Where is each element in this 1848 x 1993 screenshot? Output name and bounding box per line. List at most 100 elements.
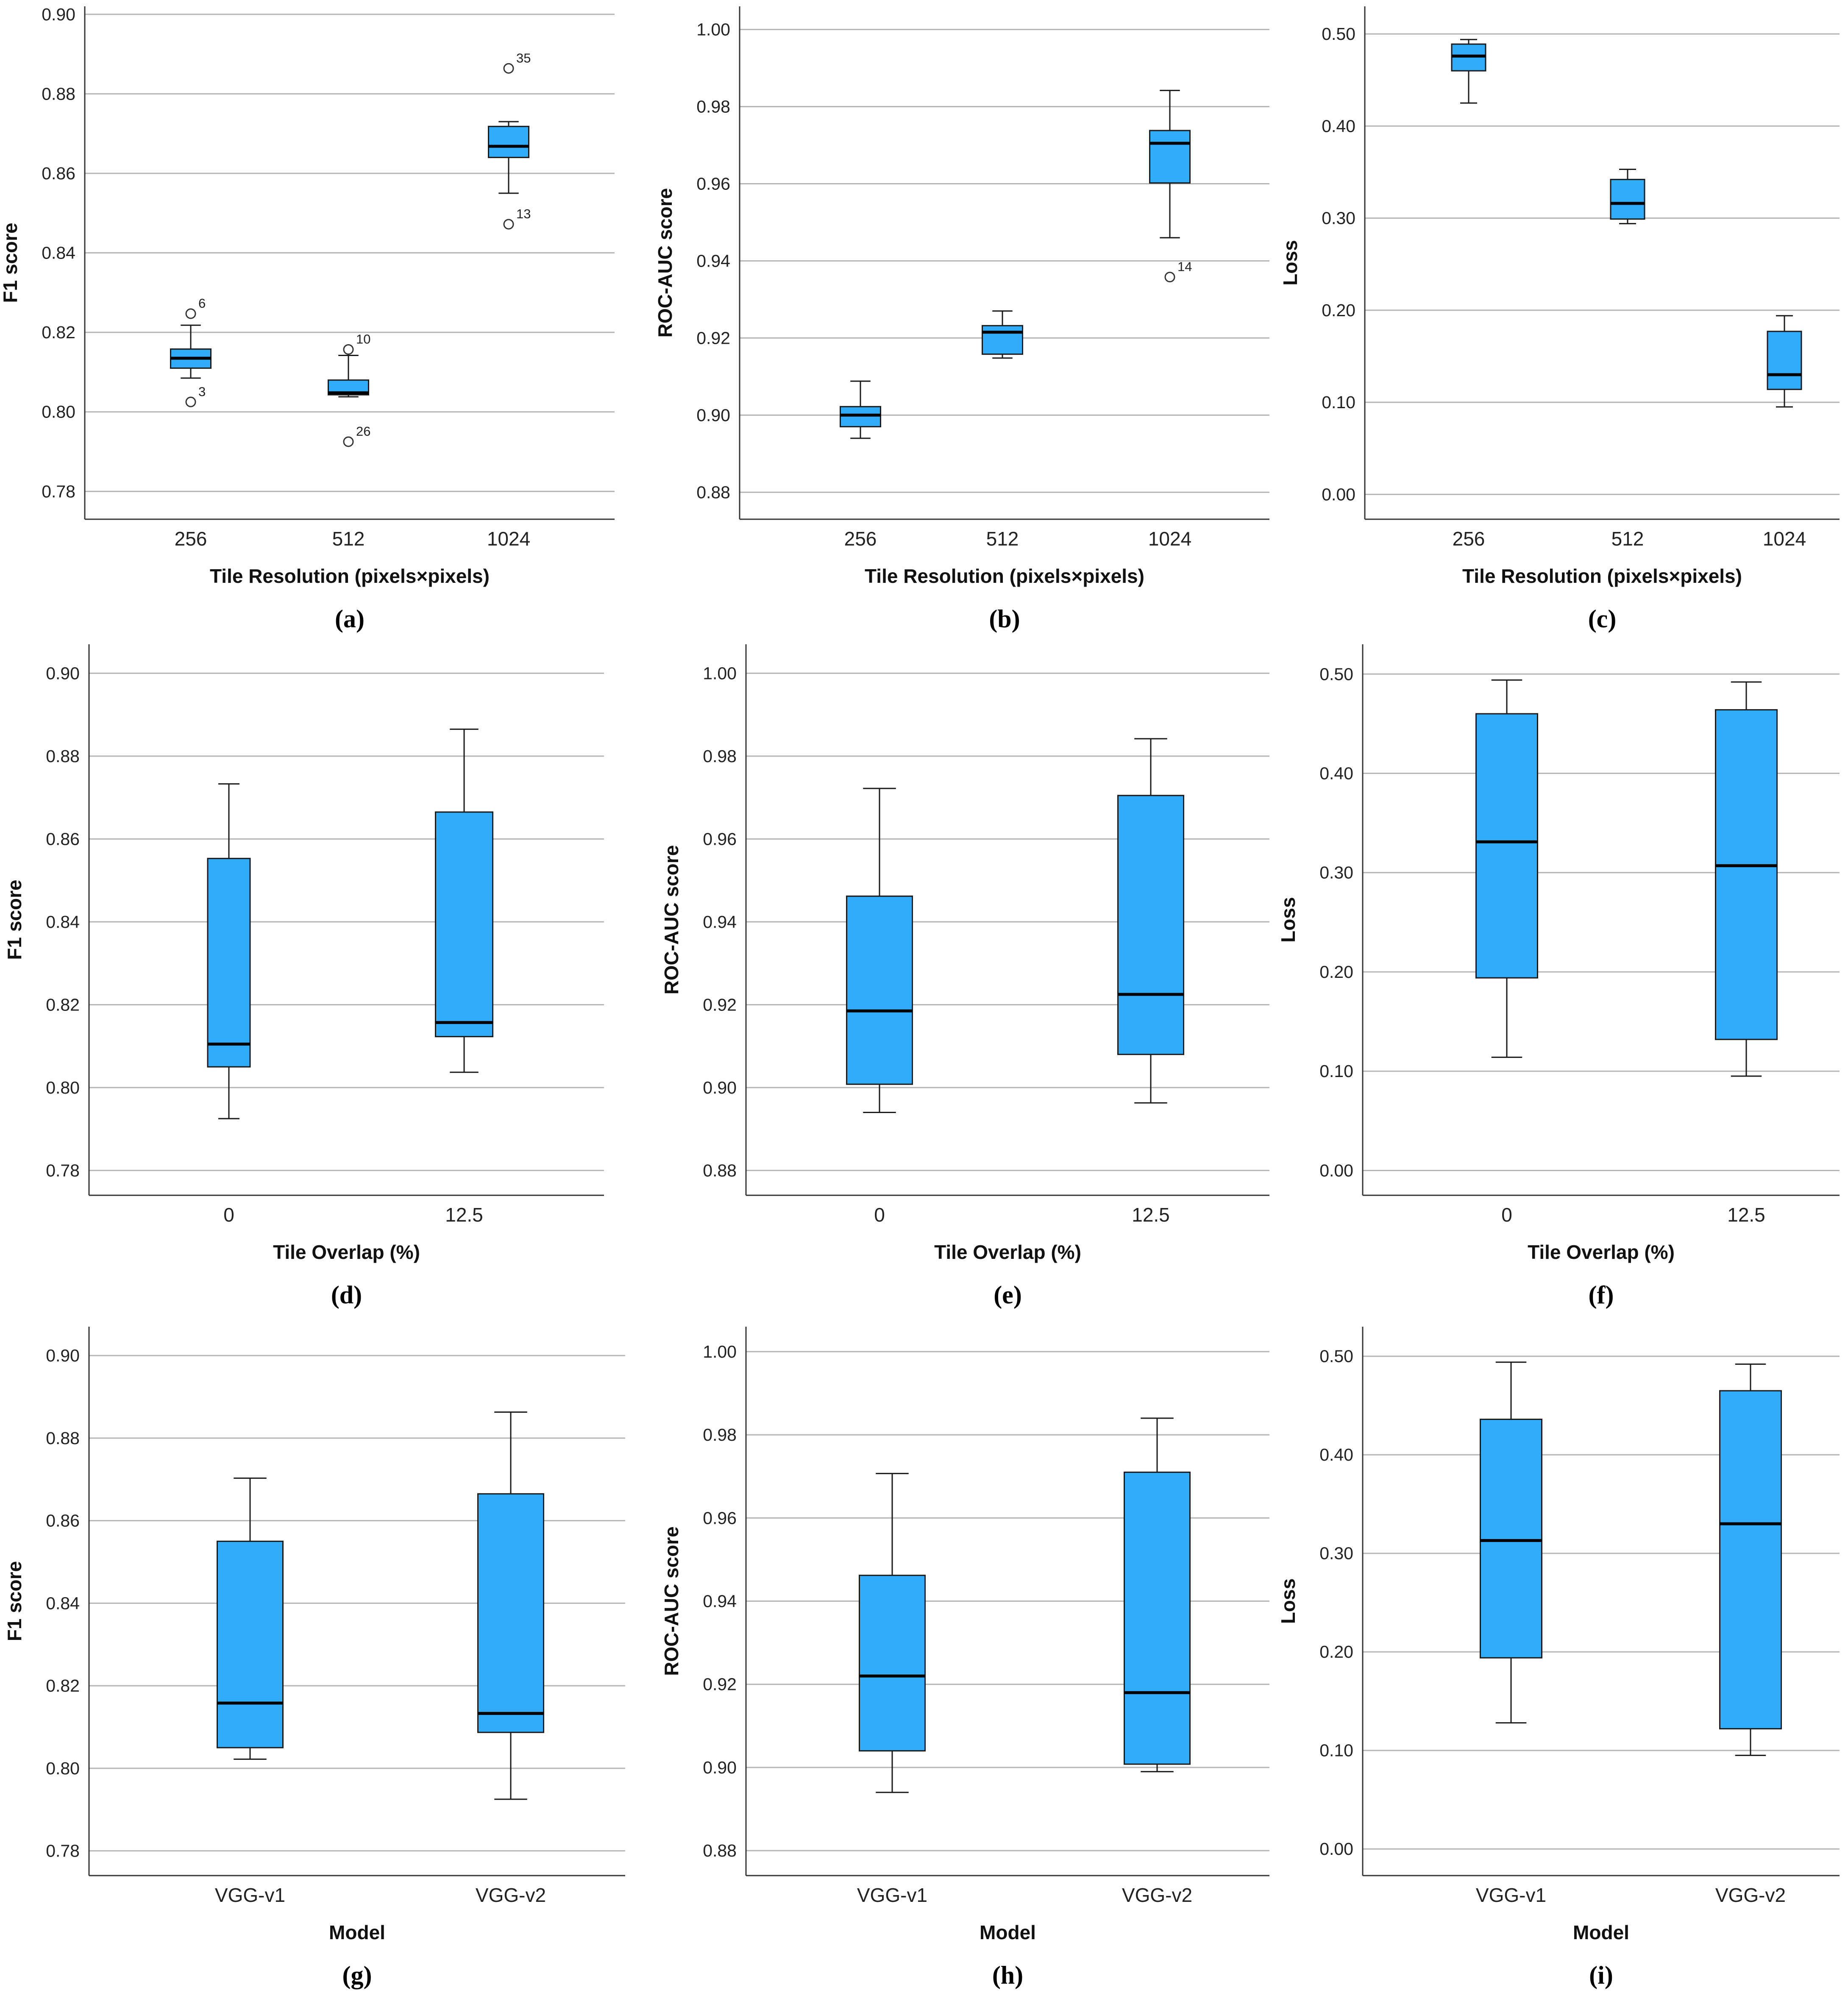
y-tick-label: 0.78 (46, 1161, 80, 1180)
y-tick-label: 0.30 (1319, 863, 1353, 882)
y-axis-label: ROC-AUC score (660, 1526, 682, 1676)
iqr-box (982, 325, 1023, 355)
y-tick-label: 0.98 (703, 746, 737, 766)
y-axis-label: Loss (1277, 897, 1299, 942)
y-tick-label: 0.86 (46, 829, 80, 849)
y-tick-label: 0.20 (1322, 301, 1355, 320)
y-tick-label: 0.88 (42, 84, 75, 103)
box-1024: 14 (1149, 89, 1192, 283)
panel-g: 0.78 0.80 0.82 0.84 0.86 0.88 0.90 VGG-v1 VGG-v2… (3, 1327, 625, 1989)
y-tick-label: 0.92 (703, 995, 737, 1014)
y-tick-label: 0.90 (703, 1758, 737, 1777)
outlier-label: 6 (198, 296, 206, 311)
y-axis-label: F1 score (3, 880, 25, 960)
x-tick-label: 512 (332, 528, 365, 550)
box-0 (207, 783, 251, 1119)
panel-f: 0.00 0.10 0.20 0.30 0.40 0.50 0 12.5 Tile Overla… (1277, 644, 1840, 1309)
outlier-label: 35 (516, 50, 531, 65)
iqr-box (1719, 1390, 1782, 1730)
panel-label: (b) (989, 605, 1020, 633)
outlier-point (343, 344, 354, 355)
y-tick-label: 0.94 (696, 251, 730, 270)
x-tick-label: VGG-v1 (1476, 1884, 1546, 1906)
x-tick-label: 0 (1501, 1204, 1512, 1226)
panel-b: 0.88 0.90 0.92 0.94 0.96 0.98 1.00 256 512 14 1024… (654, 6, 1269, 633)
outlier-label: 10 (356, 331, 370, 346)
y-tick-label: 0.94 (703, 1592, 737, 1611)
y-tick-label: 0.40 (1319, 1445, 1353, 1464)
iqr-box (846, 895, 913, 1085)
box-512: 10 26 (328, 331, 370, 447)
iqr-box (217, 1540, 284, 1748)
y-tick-label: 0.78 (42, 482, 75, 501)
x-tick-label: 1024 (1148, 528, 1191, 550)
iqr-box (859, 1575, 926, 1752)
x-axis-label: Tile Resolution (pixels×pixels) (1462, 565, 1742, 587)
x-axis-label: Tile Overlap (%) (934, 1241, 1081, 1263)
panel-d: 0.78 0.80 0.82 0.84 0.86 0.88 0.90 0 12.5 Tile Ov… (3, 644, 604, 1309)
y-tick-label: 0.90 (42, 5, 75, 24)
x-axis-label: Tile Overlap (%) (1528, 1241, 1675, 1263)
y-tick-label: 0.84 (46, 1593, 80, 1613)
iqr-box (1610, 178, 1645, 220)
x-axis-label: Model (1573, 1921, 1629, 1943)
panel-a: 0.780.800.820.840.860.880.90632561026512… (0, 5, 615, 633)
panel-label: (g) (342, 1961, 372, 1989)
box-VGG-v1 (859, 1472, 926, 1793)
y-tick-label: 0.86 (42, 164, 75, 183)
iqr-box (477, 1493, 544, 1733)
x-tick-label: 12.5 (445, 1204, 483, 1226)
y-tick-label: 0.30 (1322, 209, 1355, 228)
y-tick-label: 0.92 (696, 328, 730, 348)
x-tick-label: VGG-v2 (1122, 1884, 1192, 1906)
y-axis-label: ROC-AUC score (660, 845, 682, 995)
iqr-box (1475, 713, 1538, 979)
iqr-box (1124, 1471, 1191, 1765)
box-VGG-v2 (477, 1411, 544, 1800)
x-tick-label: VGG-v2 (476, 1884, 546, 1906)
panel-label: (f) (1589, 1281, 1614, 1309)
box-256: 63 (170, 296, 212, 407)
y-tick-label: 0.96 (696, 174, 730, 193)
outlier-point (185, 308, 196, 319)
panel-label: (e) (994, 1281, 1022, 1309)
y-tick-label: 0.84 (42, 243, 75, 263)
box-0 (1475, 679, 1538, 1058)
box-0 (846, 788, 913, 1113)
panel-label: (d) (331, 1281, 362, 1309)
y-tick-label: 0.94 (703, 912, 737, 932)
y-tick-label: 0.98 (696, 97, 730, 117)
y-axis-label: Loss (1279, 240, 1301, 285)
y-tick-label: 0.96 (703, 829, 737, 849)
box-12.5 (1715, 681, 1778, 1077)
x-axis-label: Model (329, 1921, 385, 1943)
y-tick-label: 0.40 (1322, 116, 1355, 136)
y-tick-label: 0.50 (1322, 24, 1355, 44)
y-tick-label: 0.40 (1319, 764, 1353, 783)
x-tick-label: 512 (1611, 528, 1644, 550)
x-tick-label: VGG-v1 (857, 1884, 927, 1906)
box-512 (1610, 169, 1645, 225)
x-tick-label: 12.5 (1727, 1204, 1765, 1226)
y-tick-label: 0.88 (46, 746, 80, 766)
outlier-point (503, 219, 514, 230)
y-tick-label: 0.84 (46, 912, 80, 932)
y-tick-label: 0.10 (1319, 1741, 1353, 1760)
y-tick-label: 0.10 (1322, 392, 1355, 412)
outlier-point (503, 63, 514, 74)
panel-label: (a) (335, 605, 365, 633)
y-tick-label: 0.98 (703, 1425, 737, 1445)
panel-label: (h) (992, 1961, 1023, 1989)
panel-label: (c) (1588, 605, 1617, 633)
y-tick-label: 0.88 (696, 482, 730, 502)
box-12.5 (1117, 738, 1184, 1104)
outlier-label: 14 (1177, 259, 1192, 274)
y-tick-label: 0.90 (46, 663, 80, 683)
box-VGG-v1 (217, 1477, 284, 1760)
outlier-label: 13 (516, 206, 531, 221)
y-tick-label: 0.92 (703, 1675, 737, 1694)
iqr-box (1149, 130, 1191, 184)
y-axis-label: ROC-AUC score (654, 188, 676, 338)
x-axis-label: Tile Resolution (pixels×pixels) (865, 565, 1144, 587)
x-tick-label: VGG-v2 (1715, 1884, 1786, 1906)
